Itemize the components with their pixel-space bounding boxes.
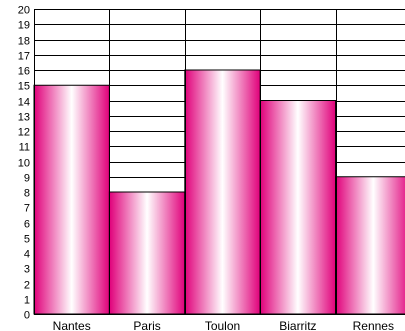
bars [33, 69, 405, 315]
bar-paris [108, 191, 186, 315]
y-tick-label-16: 16 [18, 66, 30, 78]
bar-toulon [184, 69, 261, 315]
y-tick-label-6: 6 [24, 219, 30, 231]
y-tick-label-0: 0 [24, 310, 30, 322]
y-tick-label-8: 8 [24, 188, 30, 200]
y-tick-label-20: 20 [18, 5, 30, 17]
y-tick-label-9: 9 [24, 173, 30, 185]
y-tick-label-4: 4 [24, 249, 30, 261]
y-tick-label-7: 7 [24, 203, 30, 215]
y-tick-label-2: 2 [24, 280, 30, 292]
category-label-rennes: Rennes [353, 319, 394, 331]
y-tick-label-1: 1 [24, 295, 30, 307]
y-tick-label-3: 3 [24, 264, 30, 276]
category-label-paris: Paris [133, 319, 160, 331]
category-labels: Nantes Paris Toulon Biarritz Rennes [53, 319, 394, 331]
y-tick-label-12: 12 [18, 127, 30, 139]
y-tick-label-18: 18 [18, 36, 30, 48]
y-tick-label-15: 15 [18, 81, 30, 93]
y-tick-label-19: 19 [18, 20, 30, 32]
axes [34, 9, 405, 315]
y-tick-label-13: 13 [18, 112, 30, 124]
category-label-biarritz: Biarritz [279, 319, 316, 331]
category-label-toulon: Toulon [205, 319, 240, 331]
bar-biarritz [259, 100, 337, 315]
y-tick-label-14: 14 [18, 97, 30, 109]
y-tick-label-17: 17 [18, 51, 30, 63]
y-tick-label-5: 5 [24, 234, 30, 246]
y-tick-label-11: 11 [19, 142, 30, 154]
bar-nantes [33, 84, 110, 315]
y-tick-label-10: 10 [18, 158, 30, 170]
category-label-nantes: Nantes [53, 319, 91, 331]
bar-rennes [335, 176, 405, 315]
